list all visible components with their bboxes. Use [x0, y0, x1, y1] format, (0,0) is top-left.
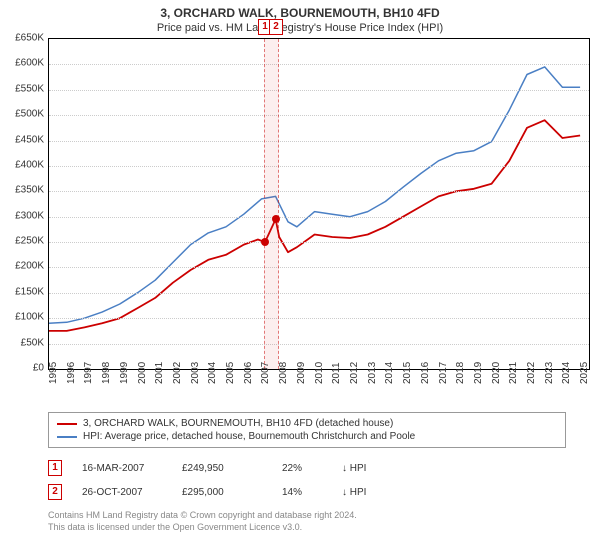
- legend-swatch-hpi: [57, 436, 77, 438]
- legend-row-hpi: HPI: Average price, detached house, Bour…: [57, 430, 557, 443]
- x-axis-label: 1996: [66, 362, 84, 384]
- y-axis-label: £450K: [4, 134, 44, 145]
- x-axis-label: 2024: [561, 362, 579, 384]
- x-axis-label: 2012: [349, 362, 367, 384]
- transaction-pct: 14%: [282, 487, 322, 498]
- x-axis-label: 2017: [438, 362, 456, 384]
- x-axis-label: 2002: [172, 362, 190, 384]
- x-axis-label: 2013: [367, 362, 385, 384]
- y-axis-label: £50K: [4, 337, 44, 348]
- transaction-date: 26-OCT-2007: [82, 487, 162, 498]
- y-axis-label: £200K: [4, 261, 44, 272]
- x-axis-label: 2009: [296, 362, 314, 384]
- x-axis-label: 2018: [455, 362, 473, 384]
- footer: Contains HM Land Registry data © Crown c…: [48, 510, 600, 533]
- legend-label-property: 3, ORCHARD WALK, BOURNEMOUTH, BH10 4FD (…: [83, 418, 393, 429]
- y-axis-label: £250K: [4, 236, 44, 247]
- transaction-price: £249,950: [182, 463, 262, 474]
- footer-line-1: Contains HM Land Registry data © Crown c…: [48, 510, 600, 522]
- sale-marker-dot: [272, 215, 280, 223]
- y-axis-label: £300K: [4, 210, 44, 221]
- chart-lines-svg: [49, 39, 589, 369]
- x-axis-label: 1998: [101, 362, 119, 384]
- transaction-direction: ↓ HPI: [342, 487, 422, 498]
- table-row: 1 16-MAR-2007 £249,950 22% ↓ HPI: [48, 456, 600, 480]
- x-axis-label: 2004: [207, 362, 225, 384]
- sale-marker-dot: [261, 238, 269, 246]
- gridline: [49, 217, 589, 218]
- gridline: [49, 90, 589, 91]
- series-line-hpi: [49, 67, 580, 323]
- legend-label-hpi: HPI: Average price, detached house, Bour…: [83, 431, 415, 442]
- x-axis-label: 2011: [331, 362, 349, 384]
- legend-swatch-property: [57, 423, 77, 425]
- gridline: [49, 242, 589, 243]
- gridline: [49, 141, 589, 142]
- x-axis-label: 2001: [154, 362, 172, 384]
- series-line-property: [49, 120, 580, 331]
- gridline: [49, 344, 589, 345]
- transaction-pct: 22%: [282, 463, 322, 474]
- x-axis-label: 2007: [260, 362, 278, 384]
- x-axis-label: 2006: [243, 362, 261, 384]
- y-axis-label: £650K: [4, 33, 44, 44]
- x-axis-label: 2003: [190, 362, 208, 384]
- x-axis-label: 2010: [314, 362, 332, 384]
- footer-line-2: This data is licensed under the Open Gov…: [48, 522, 600, 534]
- chart-wrap: 12 £0£50K£100K£150K£200K£250K£300K£350K£…: [40, 38, 600, 388]
- x-axis-label: 2023: [544, 362, 562, 384]
- x-axis-label: 2005: [225, 362, 243, 384]
- transactions-table: 1 16-MAR-2007 £249,950 22% ↓ HPI 2 26-OC…: [48, 456, 600, 504]
- gridline: [49, 267, 589, 268]
- x-axis-label: 2014: [384, 362, 402, 384]
- y-axis-label: £0: [4, 363, 44, 374]
- transaction-badge: 2: [48, 484, 62, 500]
- x-axis-label: 2015: [402, 362, 420, 384]
- x-axis-label: 2008: [278, 362, 296, 384]
- y-axis-label: £150K: [4, 286, 44, 297]
- y-axis-label: £600K: [4, 58, 44, 69]
- sale-marker-label: 2: [269, 19, 283, 35]
- transaction-badge: 1: [48, 460, 62, 476]
- chart-plot-area: 12: [48, 38, 590, 370]
- x-axis-label: 1997: [83, 362, 101, 384]
- gridline: [49, 115, 589, 116]
- y-axis-label: £550K: [4, 83, 44, 94]
- x-axis-label: 2016: [420, 362, 438, 384]
- y-axis-label: £100K: [4, 312, 44, 323]
- legend-box: 3, ORCHARD WALK, BOURNEMOUTH, BH10 4FD (…: [48, 412, 566, 448]
- sale-period-band: [264, 39, 278, 369]
- gridline: [49, 64, 589, 65]
- y-axis-label: £500K: [4, 109, 44, 120]
- y-axis-label: £400K: [4, 159, 44, 170]
- gridline: [49, 166, 589, 167]
- x-axis-label: 2000: [137, 362, 155, 384]
- x-axis-label: 2020: [491, 362, 509, 384]
- x-axis-label: 1999: [119, 362, 137, 384]
- legend-row-property: 3, ORCHARD WALK, BOURNEMOUTH, BH10 4FD (…: [57, 417, 557, 430]
- transaction-price: £295,000: [182, 487, 262, 498]
- y-axis-label: £350K: [4, 185, 44, 196]
- transaction-date: 16-MAR-2007: [82, 463, 162, 474]
- x-axis-label: 2019: [473, 362, 491, 384]
- x-axis-label: 2021: [508, 362, 526, 384]
- gridline: [49, 318, 589, 319]
- chart-subtitle: Price paid vs. HM Land Registry's House …: [0, 20, 600, 38]
- x-axis-label: 1995: [48, 362, 66, 384]
- x-axis-label: 2025: [579, 362, 597, 384]
- chart-title: 3, ORCHARD WALK, BOURNEMOUTH, BH10 4FD: [0, 0, 600, 20]
- gridline: [49, 191, 589, 192]
- gridline: [49, 293, 589, 294]
- x-axis-label: 2022: [526, 362, 544, 384]
- transaction-direction: ↓ HPI: [342, 463, 422, 474]
- table-row: 2 26-OCT-2007 £295,000 14% ↓ HPI: [48, 480, 600, 504]
